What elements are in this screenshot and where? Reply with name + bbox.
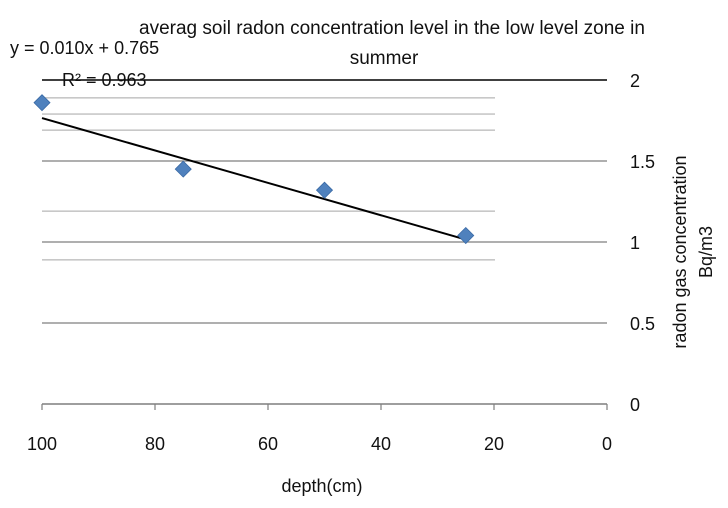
y-tick-label: 1 <box>630 233 640 253</box>
y-tick-label: 2 <box>630 71 640 91</box>
data-point-diamond <box>33 94 51 112</box>
data-point-diamond <box>457 226 475 245</box>
x-tick-label: 100 <box>27 434 57 454</box>
axes: 100 80 60 40 20 00 0.5 1 1.5 2 <box>27 71 655 454</box>
trendline-line <box>41 117 467 241</box>
y-tick-label: 0.5 <box>630 314 655 334</box>
trendline-equation: y = 0.010x + 0.765 <box>10 38 159 58</box>
y-axis-title-line-1: radon gas concentration <box>670 155 690 348</box>
chart-title-line-1: averag soil radon concentration level in… <box>139 18 645 39</box>
x-tick-label: 0 <box>602 434 612 454</box>
x-tick-label: 80 <box>145 434 165 454</box>
trendline <box>41 117 467 241</box>
x-tick-label: 40 <box>371 434 391 454</box>
trendline-r-squared: R² = 0.963 <box>62 70 147 90</box>
data-point-diamond <box>315 181 334 199</box>
y-axis-title: radon gas concentration Bq/m3 <box>670 155 716 348</box>
gridlines <box>42 97 607 324</box>
chart-title-line-2: summer <box>350 48 419 69</box>
x-tick-label: 20 <box>484 434 504 454</box>
x-tick-label: 60 <box>258 434 278 454</box>
y-tick-label: 1.5 <box>630 152 655 172</box>
y-axis-title-line-2: Bq/m3 <box>696 226 716 278</box>
x-axis-title: depth(cm) <box>281 476 362 496</box>
y-tick-label: 0 <box>630 395 640 415</box>
data-points <box>33 94 475 245</box>
data-point-diamond <box>174 160 192 178</box>
